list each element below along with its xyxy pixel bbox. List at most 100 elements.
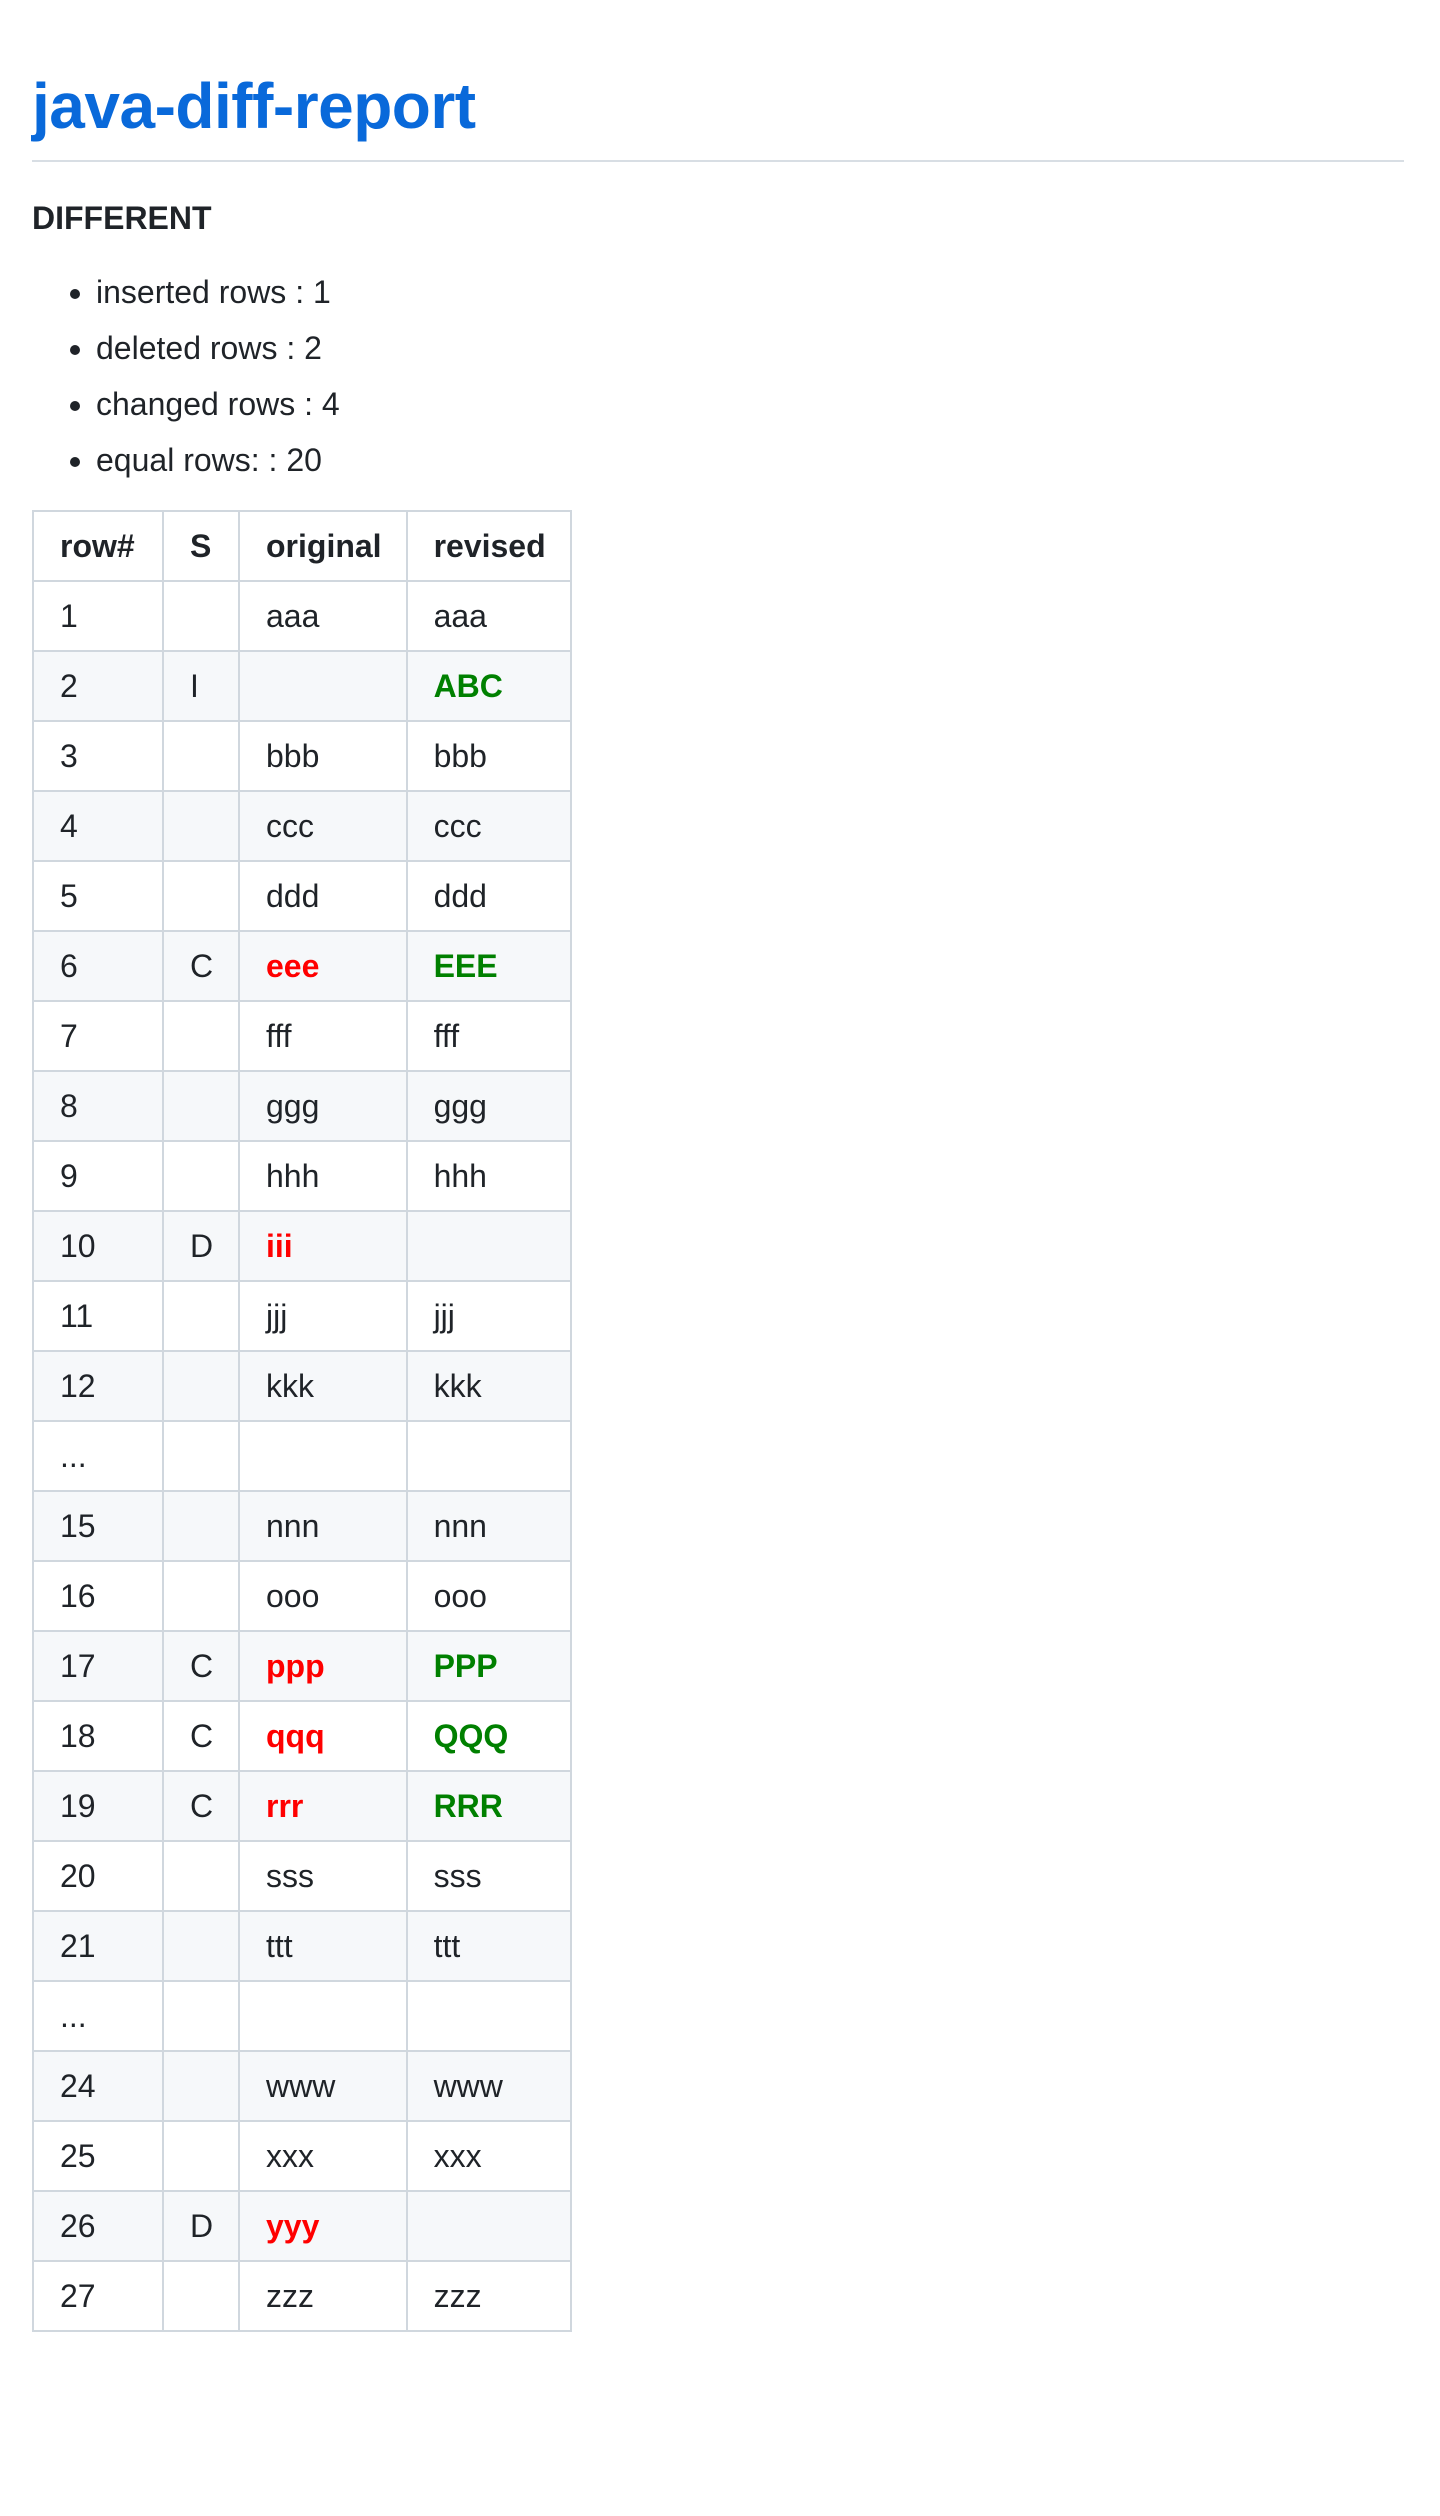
cell-original: bbb	[238, 720, 408, 792]
cell-row-number: 10	[32, 1210, 164, 1282]
cell-row-number: 27	[32, 2260, 164, 2332]
cell-row-number-text: 18	[60, 1717, 96, 1754]
cell-revised-text: ooo	[433, 1577, 487, 1614]
cell-original-text: ddd	[266, 877, 320, 914]
cell-original: kkk	[238, 1350, 408, 1422]
cell-row-number: 12	[32, 1350, 164, 1422]
cell-revised: fff	[405, 1000, 572, 1072]
cell-row-number-text: 19	[60, 1787, 96, 1824]
cell-status-text: C	[190, 947, 214, 984]
cell-status-text: C	[190, 1717, 214, 1754]
cell-revised: zzz	[405, 2260, 572, 2332]
cell-original-text: aaa	[266, 597, 320, 634]
cell-status	[162, 580, 240, 652]
cell-revised: nnn	[405, 1490, 572, 1562]
cell-original: hhh	[238, 1140, 408, 1212]
cell-row-number-text: 10	[60, 1227, 96, 1264]
cell-original: nnn	[238, 1490, 408, 1562]
cell-status	[162, 2120, 240, 2192]
cell-row-number: 26	[32, 2190, 164, 2262]
cell-status-text: C	[190, 1787, 214, 1824]
cell-original-text: rrr	[266, 1787, 304, 1824]
cell-revised-text: ttt	[433, 1927, 461, 1964]
cell-revised: ccc	[405, 790, 572, 862]
table-row: 5 ddd ddd	[32, 860, 572, 932]
cell-original-text: yyy	[266, 2207, 320, 2244]
cell-row-number-text: 17	[60, 1647, 96, 1684]
cell-revised: ttt	[405, 1910, 572, 1982]
cell-status: D	[162, 2190, 240, 2262]
table-row: 21 ttt ttt	[32, 1910, 572, 1982]
cell-status-text: D	[190, 2207, 214, 2244]
cell-revised-text: sss	[433, 1857, 482, 1894]
cell-row-number-text: 26	[60, 2207, 96, 2244]
table-row: 12 kkk kkk	[32, 1350, 572, 1422]
cell-original: sss	[238, 1840, 408, 1912]
table-row: 4 ccc ccc	[32, 790, 572, 862]
cell-row-number: ...	[32, 1420, 164, 1492]
cell-row-number: 7	[32, 1000, 164, 1072]
cell-revised-text: ddd	[433, 877, 487, 914]
cell-revised: ddd	[405, 860, 572, 932]
cell-row-number-text: 4	[60, 807, 78, 844]
cell-original-text: ppp	[266, 1647, 325, 1684]
cell-original: xxx	[238, 2120, 408, 2192]
stat-equal-rows: equal rows: : 20	[96, 432, 1404, 488]
cell-row-number: 25	[32, 2120, 164, 2192]
title-divider	[32, 160, 1404, 162]
cell-original: zzz	[238, 2260, 408, 2332]
cell-status	[162, 1910, 240, 1982]
cell-revised-text: xxx	[433, 2137, 482, 2174]
stat-deleted-rows: deleted rows : 2	[96, 320, 1404, 376]
cell-original	[238, 650, 408, 722]
stat-changed-rows: changed rows : 4	[96, 376, 1404, 432]
cell-status: C	[162, 930, 240, 1002]
cell-row-number: 4	[32, 790, 164, 862]
header-row-number: row#	[32, 510, 164, 582]
table-row: 1 aaa aaa	[32, 580, 572, 652]
cell-original-text: fff	[266, 1017, 292, 1054]
cell-row-number-text: 1	[60, 597, 78, 634]
cell-row-number-text: 24	[60, 2067, 96, 2104]
cell-original: iii	[238, 1210, 408, 1282]
cell-revised-text: www	[433, 2067, 503, 2104]
cell-row-number-text: 16	[60, 1577, 96, 1614]
table-row: ...	[32, 1980, 572, 2052]
cell-revised-text: jjj	[433, 1297, 455, 1334]
cell-row-number-text: 15	[60, 1507, 96, 1544]
table-row: 3 bbb bbb	[32, 720, 572, 792]
cell-row-number: 16	[32, 1560, 164, 1632]
cell-revised: kkk	[405, 1350, 572, 1422]
cell-revised: www	[405, 2050, 572, 2122]
cell-revised: ggg	[405, 1070, 572, 1142]
diff-summary-list: inserted rows : 1 deleted rows : 2 chang…	[32, 264, 1404, 488]
cell-status-text: D	[190, 1227, 214, 1264]
cell-revised-text: zzz	[433, 2277, 482, 2314]
cell-original-text: bbb	[266, 737, 320, 774]
cell-original: yyy	[238, 2190, 408, 2262]
cell-status	[162, 1560, 240, 1632]
cell-revised: PPP	[405, 1630, 572, 1702]
cell-row-number-text: 25	[60, 2137, 96, 2174]
table-row: 24 www www	[32, 2050, 572, 2122]
cell-original-text: xxx	[266, 2137, 314, 2174]
cell-original: ggg	[238, 1070, 408, 1142]
cell-status	[162, 1420, 240, 1492]
table-row: 20 sss sss	[32, 1840, 572, 1912]
cell-row-number: 15	[32, 1490, 164, 1562]
cell-original: ooo	[238, 1560, 408, 1632]
cell-status	[162, 1840, 240, 1912]
cell-row-number-text: 2	[60, 667, 78, 704]
cell-row-number-text: 6	[60, 947, 78, 984]
cell-original-text: ccc	[266, 807, 314, 844]
cell-revised-text: ggg	[433, 1087, 487, 1124]
cell-original-text: qqq	[266, 1717, 325, 1754]
cell-status	[162, 1490, 240, 1562]
diff-table: row# S original revised 1 aaa aaa 2 I ABC 3 bbb…	[32, 510, 572, 2332]
cell-original-text: zzz	[266, 2277, 314, 2314]
header-original: original	[238, 510, 408, 582]
cell-row-number: 20	[32, 1840, 164, 1912]
